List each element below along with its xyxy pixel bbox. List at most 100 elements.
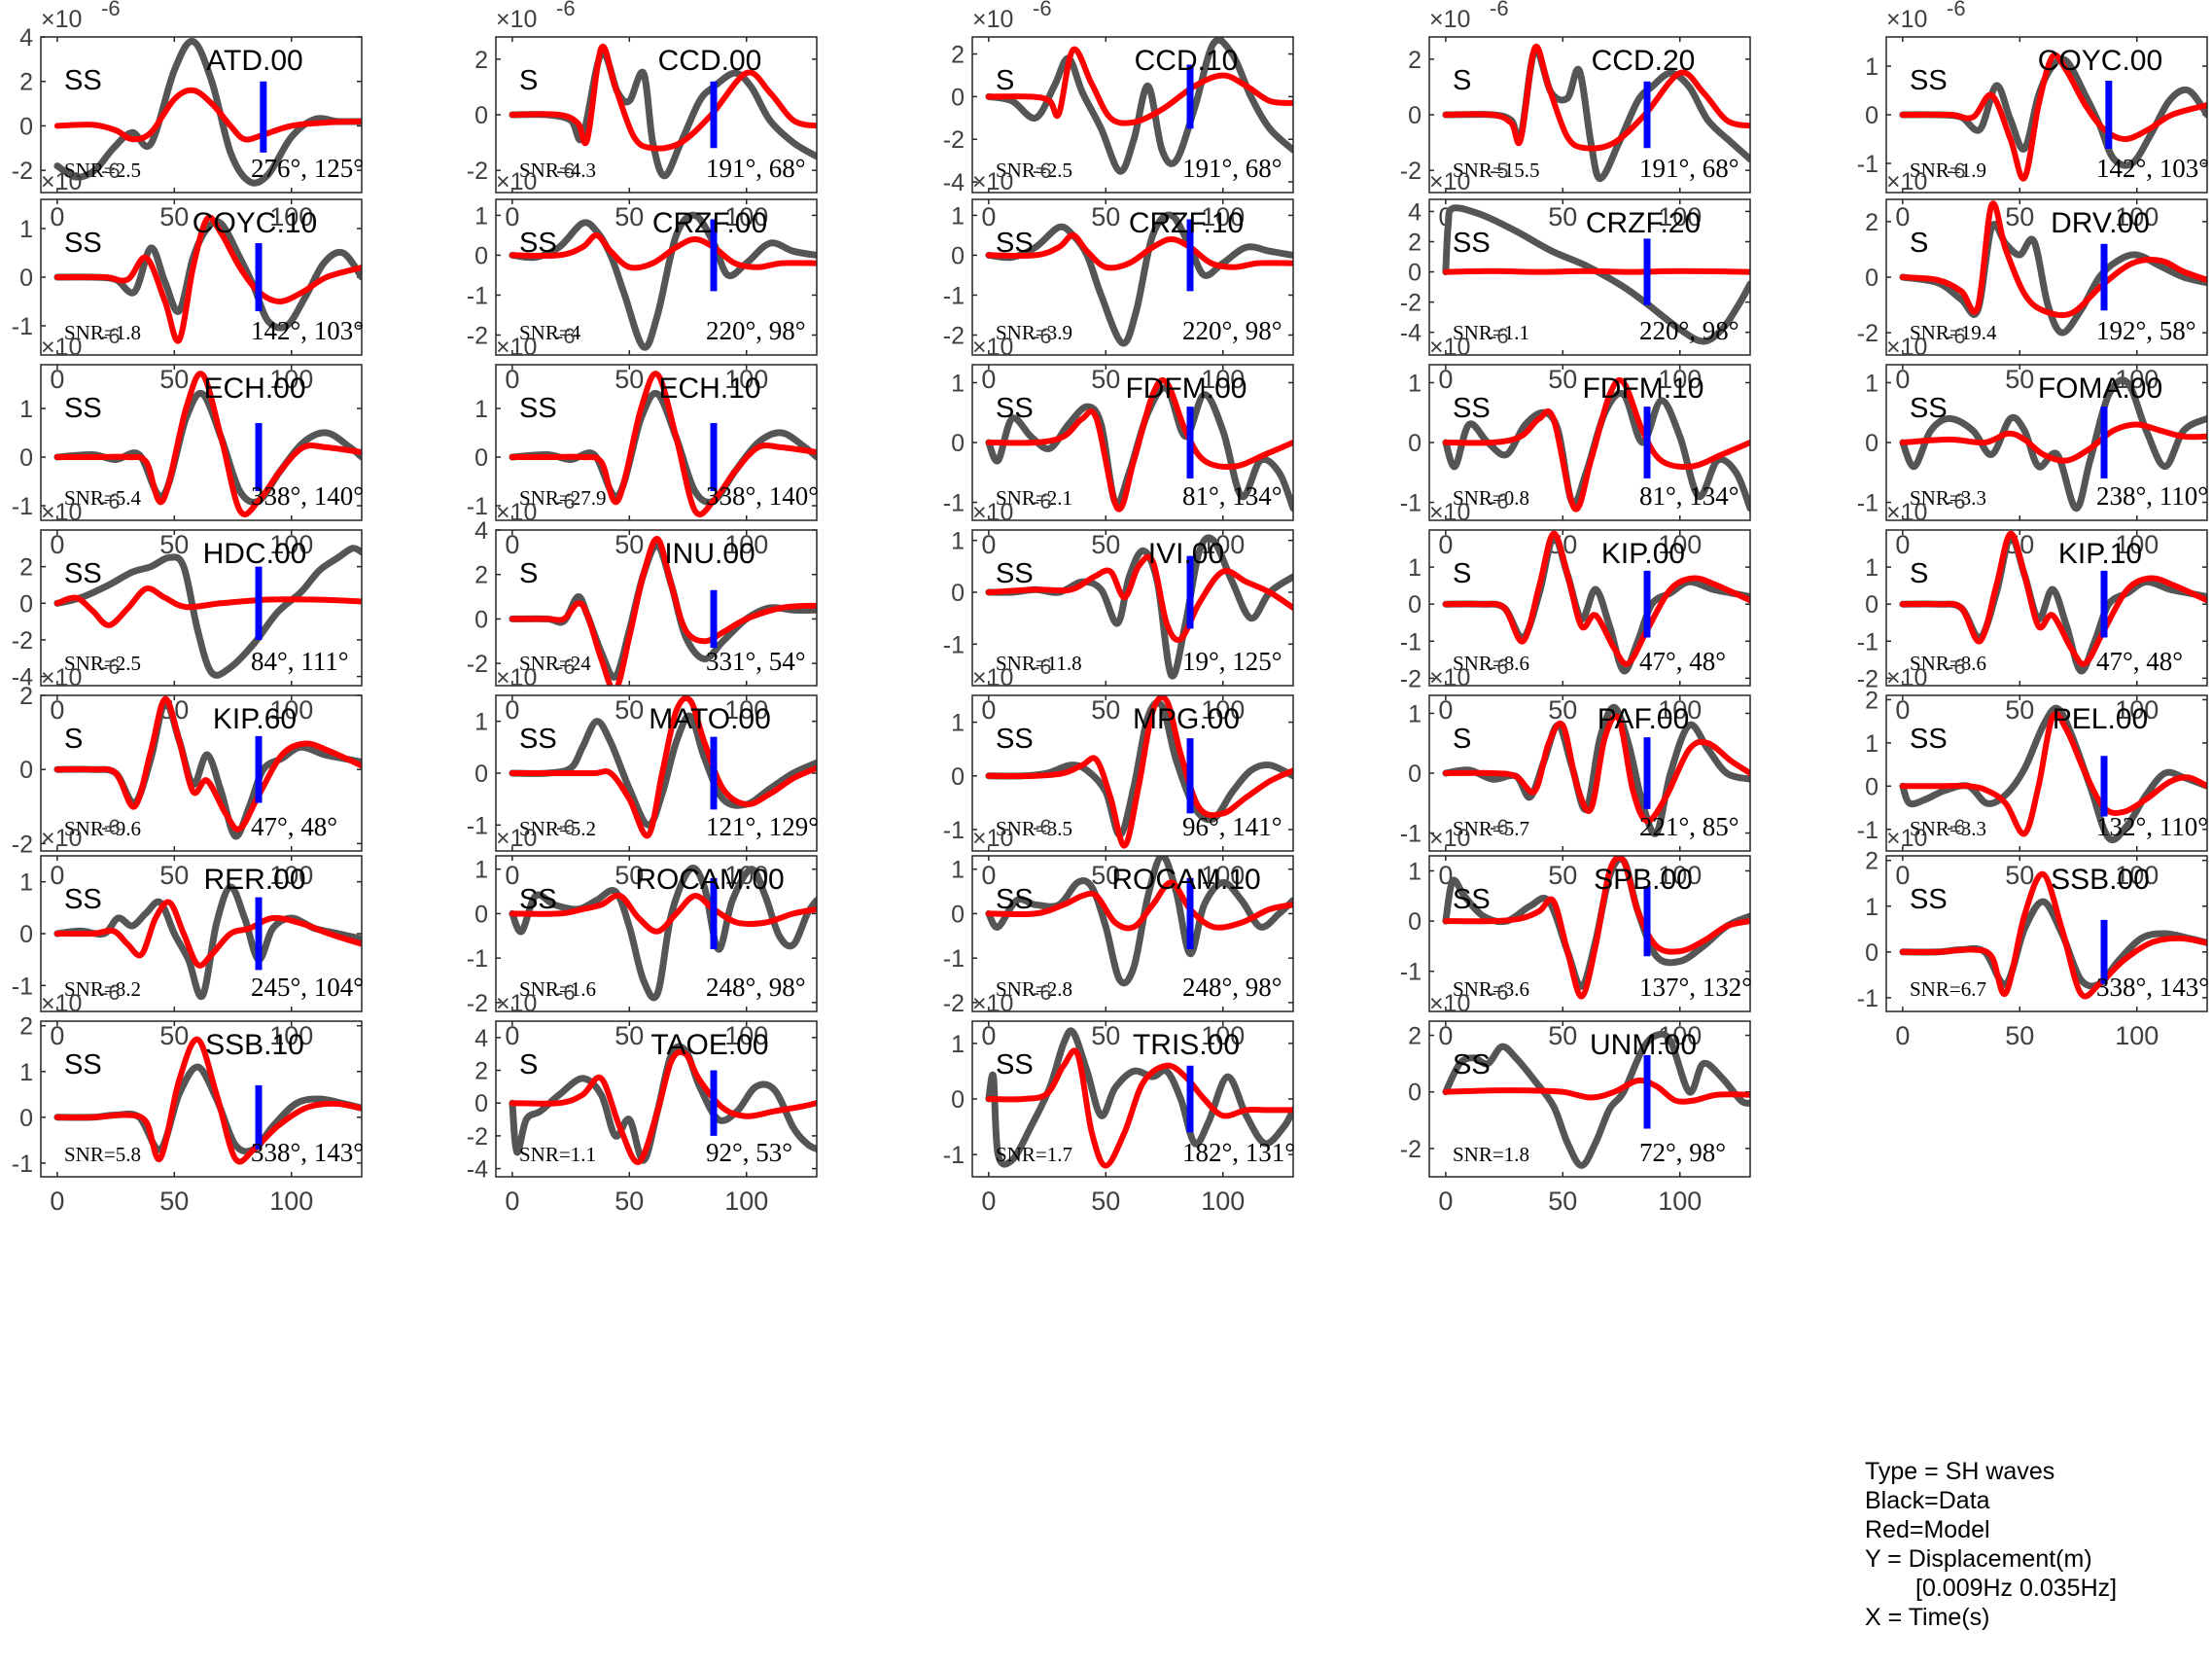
x-tick-label: 50 bbox=[614, 861, 644, 890]
azimuth-label: 221°, 85° bbox=[1639, 812, 1739, 841]
x-tick-label: 0 bbox=[1438, 530, 1453, 559]
y-tick-label: 1 bbox=[1865, 370, 1878, 397]
phase-label: SS bbox=[519, 884, 557, 915]
y-tick-label: 1 bbox=[1408, 700, 1422, 727]
phase-label: SS bbox=[1910, 65, 1948, 96]
phase-label: S bbox=[519, 65, 538, 96]
trace-area bbox=[1442, 43, 1750, 183]
station-label: CRZF.10 bbox=[1129, 207, 1244, 239]
y-tick-label: -2 bbox=[467, 1123, 488, 1151]
station-label: ROCAM.10 bbox=[1111, 864, 1260, 896]
data-trace bbox=[985, 856, 1293, 987]
y-tick-label: -1 bbox=[943, 490, 965, 517]
x-tick-label: 100 bbox=[1658, 202, 1702, 231]
snr-label: SNR=1.8 bbox=[1453, 1143, 1529, 1166]
azimuth-label: 137°, 132° bbox=[1639, 973, 1752, 1002]
axes-box bbox=[40, 529, 363, 687]
y-tick-label: -1 bbox=[1400, 959, 1422, 986]
station-label: TAOE.00 bbox=[650, 1029, 768, 1061]
y-tick-label: 0 bbox=[1408, 908, 1422, 936]
azimuth-label: 47°, 48° bbox=[1639, 647, 1726, 676]
y-tick-label: 1 bbox=[951, 1031, 965, 1058]
y-tick-label: -1 bbox=[943, 1142, 965, 1169]
y-tick-label: 0 bbox=[1865, 591, 1878, 619]
scale-label: ×10 bbox=[41, 334, 82, 361]
model-trace bbox=[509, 1048, 817, 1165]
y-tick-label: 4 bbox=[1408, 198, 1422, 226]
y-tick-label: -2 bbox=[12, 831, 33, 858]
scale-label: ×10 bbox=[496, 334, 537, 361]
data-trace bbox=[53, 545, 362, 679]
station-label: MATO.00 bbox=[649, 703, 771, 735]
scale-exponent: -6 bbox=[101, 489, 121, 514]
phase-label: SS bbox=[996, 1049, 1034, 1080]
x-tick-label: 50 bbox=[1548, 202, 1577, 231]
station-label: INU.00 bbox=[664, 538, 755, 570]
trace-area bbox=[509, 536, 817, 686]
y-tick-label: -2 bbox=[1857, 320, 1878, 347]
snr-label: SNR=11.8 bbox=[996, 652, 1082, 675]
snr-label: SNR=4.3 bbox=[519, 159, 596, 182]
model-trace bbox=[1442, 713, 1750, 825]
model-trace bbox=[53, 214, 362, 344]
y-tick-label: 2 bbox=[474, 562, 488, 589]
y-tick-label: 1 bbox=[951, 370, 965, 397]
scale-label: ×10 bbox=[41, 990, 82, 1017]
trace-area bbox=[53, 38, 362, 187]
snr-label: SNR=8.6 bbox=[1910, 652, 1986, 675]
station-label: TRIS.00 bbox=[1133, 1029, 1240, 1061]
snr-label: SNR=1.9 bbox=[1910, 159, 1986, 182]
trace-area bbox=[1442, 703, 1750, 837]
x-tick-label: 0 bbox=[981, 530, 996, 559]
axes-box bbox=[971, 694, 1294, 852]
x-tick-label: 0 bbox=[1438, 365, 1453, 394]
y-tick-label: 2 bbox=[1865, 848, 1878, 875]
y-tick-label: -2 bbox=[943, 126, 965, 154]
station-label: CCD.20 bbox=[1592, 45, 1696, 77]
axes-box bbox=[1885, 198, 2208, 356]
y-tick-label: 2 bbox=[951, 42, 965, 69]
trace-area bbox=[53, 214, 362, 344]
x-tick-label: 0 bbox=[981, 365, 996, 394]
snr-label: SNR=27.9 bbox=[519, 486, 606, 510]
scale-exponent: -6 bbox=[1490, 0, 1509, 20]
scale-exponent: -6 bbox=[1033, 159, 1052, 183]
station-label: COYC.10 bbox=[193, 207, 317, 239]
station-label: DRV.00 bbox=[2051, 207, 2150, 239]
model-trace bbox=[985, 695, 1293, 849]
snr-label: SNR=1.8 bbox=[64, 321, 141, 344]
y-tick-label: 0 bbox=[474, 102, 488, 129]
azimuth-label: 191°, 68° bbox=[1182, 154, 1282, 183]
x-tick-label: 0 bbox=[50, 695, 64, 725]
station-label: KIP.10 bbox=[2058, 538, 2142, 570]
azimuth-label: 81°, 134° bbox=[1639, 481, 1739, 511]
trace-area bbox=[985, 211, 1293, 347]
x-tick-label: 100 bbox=[2115, 861, 2159, 890]
x-tick-label: 0 bbox=[505, 530, 519, 559]
azimuth-label: 245°, 104° bbox=[251, 973, 364, 1002]
azimuth-label: 19°, 125° bbox=[1182, 647, 1282, 676]
azimuth-label: 81°, 134° bbox=[1182, 481, 1282, 511]
trace-area bbox=[509, 43, 817, 180]
y-tick-label: -2 bbox=[1857, 665, 1878, 692]
data-trace bbox=[985, 37, 1293, 175]
station-label: SSB.10 bbox=[205, 1029, 304, 1061]
y-tick-label: 2 bbox=[19, 683, 33, 710]
snr-label: SNR=9.6 bbox=[64, 817, 141, 840]
y-tick-label: -1 bbox=[467, 812, 488, 839]
scale-exponent: -6 bbox=[1033, 655, 1052, 679]
model-trace bbox=[53, 899, 362, 969]
scale-exponent: -6 bbox=[1490, 655, 1509, 679]
x-tick-label: 0 bbox=[1895, 861, 1910, 890]
snr-label: SNR=1.1 bbox=[1453, 321, 1529, 344]
snr-label: SNR=5.8 bbox=[64, 1143, 141, 1166]
y-tick-label: -1 bbox=[943, 631, 965, 658]
x-tick-label: 0 bbox=[50, 202, 64, 231]
x-tick-label: 0 bbox=[1895, 530, 1910, 559]
